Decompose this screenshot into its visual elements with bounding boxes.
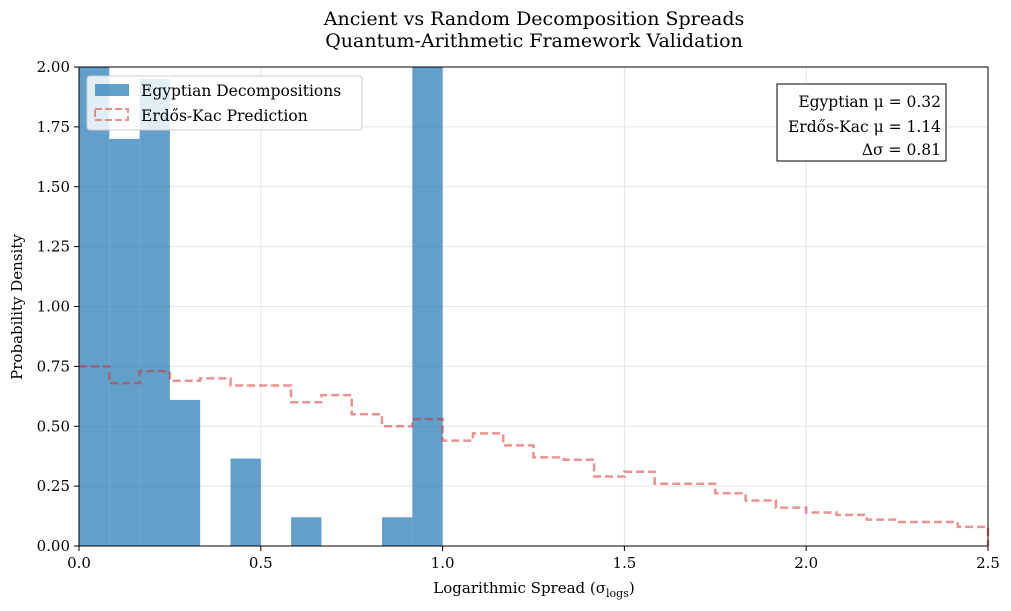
stats-box: Egyptian μ = 0.32 Erdős-Kac μ = 1.14 Δσ … [776, 83, 947, 162]
egyptian-bar [412, 67, 443, 546]
stats-box-frame [776, 83, 947, 162]
x-tick-label: 1.5 [612, 554, 636, 572]
legend-label-erdos: Erdős-Kac Prediction [141, 107, 308, 125]
x-tick-label: 2.0 [794, 554, 818, 572]
y-tick-label: 1.50 [37, 178, 70, 196]
x-tick-label: 2.5 [976, 554, 1000, 572]
y-axis-label: Probability Density [8, 234, 26, 380]
x-axis-label-text: Logarithmic Spread (σ [433, 579, 606, 597]
y-tick-label: 0.00 [37, 537, 70, 555]
egyptian-bar [291, 517, 322, 546]
stat-delta-sigma: Δσ = 0.81 [862, 141, 941, 159]
legend-box [86, 75, 363, 131]
x-axis-label-subscript: logs [606, 587, 629, 600]
egyptian-bar [169, 399, 201, 546]
chart-title: Ancient vs Random Decomposition Spreads [323, 8, 745, 30]
legend-swatch-egyptian [95, 84, 129, 96]
y-tick-label: 1.75 [37, 118, 70, 136]
y-tick-label: 0.25 [37, 477, 70, 495]
chart-subtitle: Quantum-Arithmetic Framework Validation [325, 30, 743, 52]
legend: Egyptian Decompositions Erdős-Kac Predic… [86, 75, 363, 131]
y-tick-label: 2.00 [37, 58, 70, 76]
y-axis-ticks: 0.00 0.25 0.50 0.75 1.00 1.25 1.50 1.75 2.00 [37, 58, 79, 555]
egyptian-bar [79, 67, 110, 546]
stat-egyptian-mean: Egyptian μ = 0.32 [798, 93, 941, 111]
egyptian-bars [79, 67, 443, 546]
y-tick-label: 0.75 [37, 357, 70, 375]
erdos-step-series [79, 365, 990, 546]
egyptian-bar [139, 78, 170, 546]
x-axis-ticks: 0.0 0.5 1.0 1.5 2.0 2.5 [67, 546, 1000, 572]
y-tick-label: 0.50 [37, 417, 70, 435]
egyptian-bar [230, 458, 261, 546]
egyptian-bar [381, 517, 413, 546]
y-tick-label: 1.25 [37, 238, 70, 256]
x-tick-label: 0.5 [249, 554, 273, 572]
legend-label-egyptian: Egyptian Decompositions [141, 82, 341, 100]
legend-swatch-erdos [94, 108, 129, 121]
x-axis-label: Logarithmic Spread (σlogs) [433, 579, 634, 600]
y-tick-label: 1.00 [37, 298, 70, 316]
egyptian-bar [109, 138, 140, 546]
stat-erdos-mean: Erdős-Kac μ = 1.14 [788, 118, 941, 136]
x-axis-label-close: ) [629, 579, 635, 597]
erdos-step-line [79, 365, 990, 546]
x-tick-label: 0.0 [67, 554, 91, 572]
x-tick-label: 1.0 [431, 554, 455, 572]
